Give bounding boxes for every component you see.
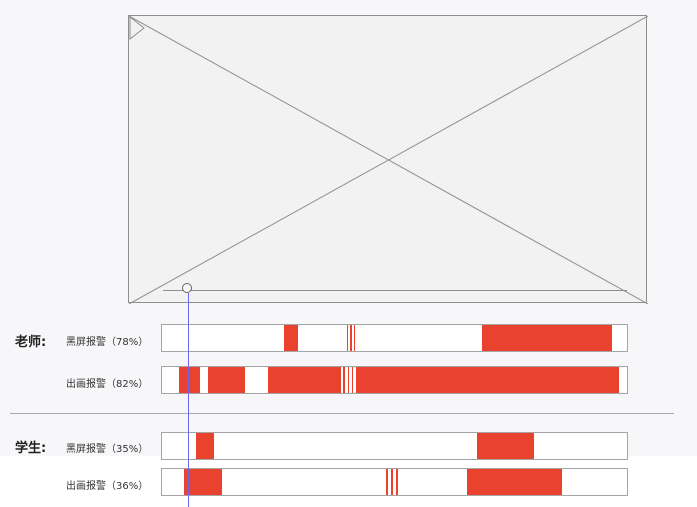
- alert-segment[interactable]: [467, 469, 563, 495]
- student-label: 学生:: [15, 441, 47, 456]
- teacher-out-of-frame-label: 出画报警（82%）: [66, 379, 149, 390]
- alert-segment[interactable]: [183, 469, 222, 495]
- playhead-line[interactable]: [188, 293, 189, 507]
- teacher-black-screen-label: 黑屏报警（78%）: [66, 337, 149, 348]
- alert-segment[interactable]: [395, 469, 399, 495]
- alert-segment[interactable]: [351, 367, 354, 393]
- alert-segment[interactable]: [267, 367, 342, 393]
- alert-segment[interactable]: [350, 325, 352, 351]
- alert-segment[interactable]: [347, 367, 349, 393]
- alert-segment[interactable]: [195, 433, 214, 459]
- alert-segment[interactable]: [477, 433, 535, 459]
- alert-segment[interactable]: [356, 367, 620, 393]
- teacher-out-of-frame-track[interactable]: [161, 366, 628, 394]
- teacher-label: 老师:: [15, 335, 47, 350]
- alert-segment[interactable]: [390, 469, 394, 495]
- teacher-black-screen-track[interactable]: [161, 324, 628, 352]
- alert-segment[interactable]: [385, 469, 388, 495]
- alert-segment[interactable]: [346, 325, 348, 351]
- play-icon[interactable]: [129, 16, 145, 40]
- progress-track[interactable]: [163, 290, 627, 291]
- placeholder-cross: [129, 16, 648, 304]
- alert-segment[interactable]: [178, 367, 200, 393]
- alert-segment[interactable]: [343, 367, 345, 393]
- student-out-of-frame-track[interactable]: [161, 468, 628, 496]
- alert-segment[interactable]: [208, 367, 245, 393]
- alert-segment[interactable]: [482, 325, 612, 351]
- section-divider: [10, 413, 674, 414]
- video-placeholder[interactable]: [128, 15, 648, 304]
- student-black-screen-track[interactable]: [161, 432, 628, 460]
- alert-segment[interactable]: [354, 325, 356, 351]
- alert-segment[interactable]: [283, 325, 298, 351]
- student-out-of-frame-label: 出画报警（36%）: [66, 481, 149, 492]
- scrub-handle[interactable]: [182, 283, 192, 293]
- student-black-screen-label: 黑屏报警（35%）: [66, 444, 149, 455]
